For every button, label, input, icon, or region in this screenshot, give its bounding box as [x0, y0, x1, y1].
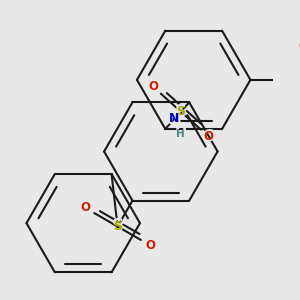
Text: O: O	[80, 201, 90, 214]
Text: O: O	[202, 129, 215, 144]
Text: O: O	[204, 130, 214, 143]
Text: S: S	[112, 218, 124, 236]
Text: H: H	[174, 127, 187, 142]
Text: N: N	[167, 110, 181, 128]
Text: S: S	[175, 103, 187, 121]
Text: O: O	[79, 200, 92, 215]
Text: O: O	[148, 80, 158, 93]
Text: S: S	[113, 220, 122, 233]
Text: O: O	[298, 40, 300, 52]
Text: O: O	[297, 38, 300, 53]
Text: S: S	[176, 105, 185, 118]
Text: O: O	[145, 239, 155, 252]
Text: H: H	[176, 129, 185, 140]
Text: O: O	[146, 79, 160, 94]
Text: O: O	[143, 238, 157, 253]
Text: N: N	[169, 112, 180, 125]
